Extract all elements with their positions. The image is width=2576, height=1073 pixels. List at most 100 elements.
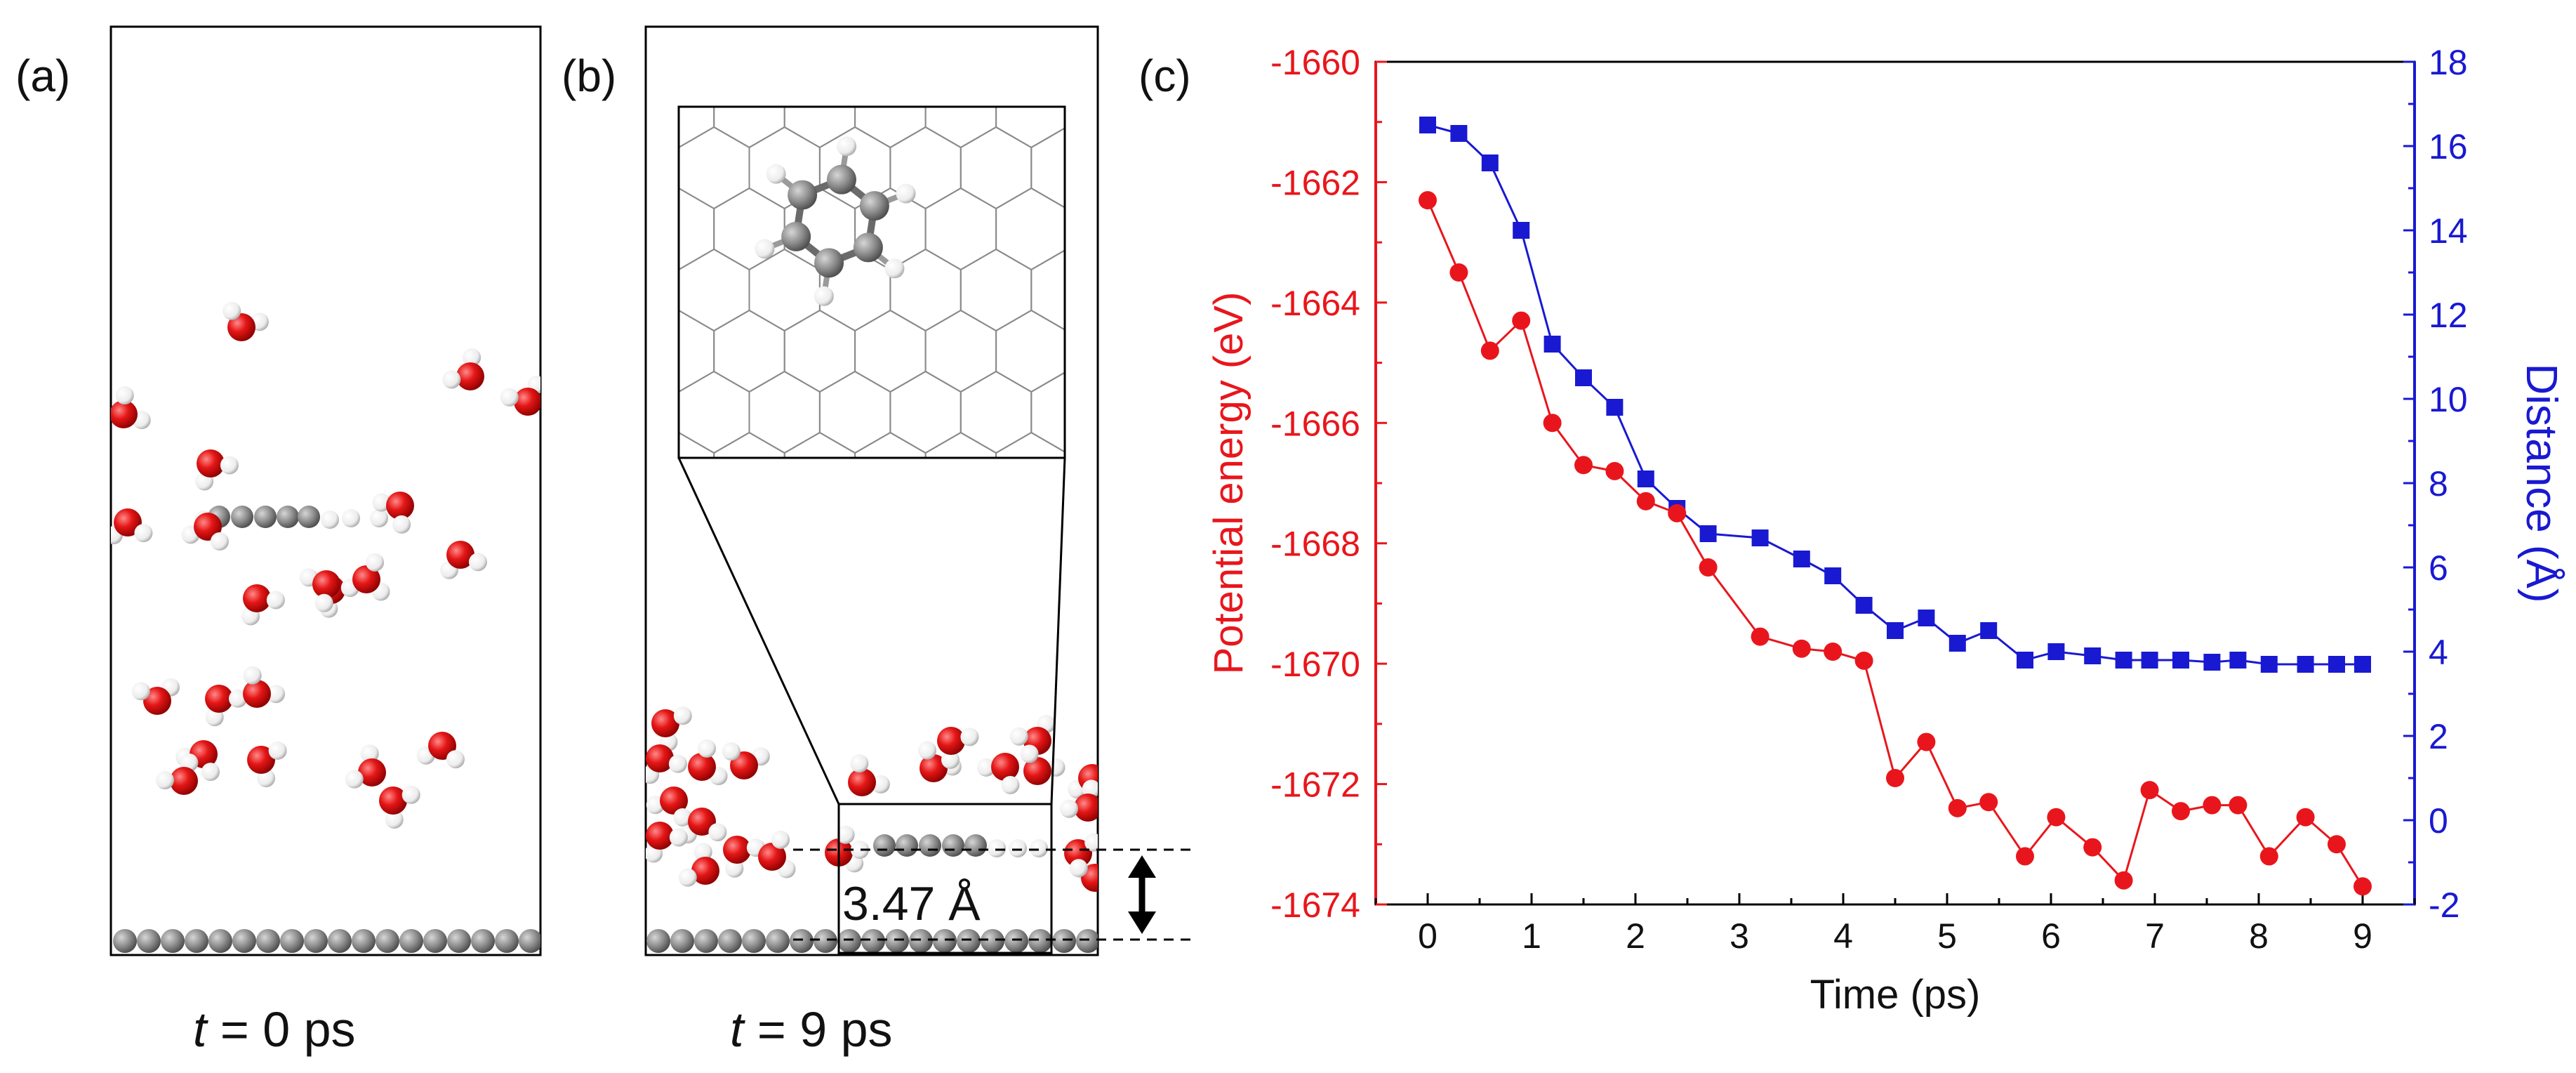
distance-point <box>2354 656 2371 673</box>
oxygen-atom <box>243 584 271 612</box>
energy-point <box>1948 798 1967 817</box>
x-tick-label: 0 <box>1418 916 1438 956</box>
hydrogen-atom <box>468 553 487 572</box>
hydrogen-atom <box>500 388 519 407</box>
carbon-atom <box>646 929 670 953</box>
distance-point <box>2047 643 2065 660</box>
water-molecule <box>918 741 962 782</box>
right-tick-label: 12 <box>2429 296 2468 335</box>
hydrogen-atom <box>1082 779 1098 798</box>
hydrogen-atom <box>673 706 692 725</box>
carbon-atom <box>942 834 964 857</box>
right-tick-label: 14 <box>2429 211 2468 251</box>
oxygen-atom <box>194 513 222 541</box>
distance-point <box>1855 597 1873 614</box>
hydrogen-atom <box>1009 727 1028 746</box>
distance-point <box>1824 567 1842 584</box>
hydrogen-atom <box>220 456 239 475</box>
hydrogen-atom <box>360 744 379 763</box>
oxygen-atom <box>197 449 225 478</box>
x-tick-label: 2 <box>1626 916 1645 956</box>
panel-b-caption: t = 9 ps <box>730 1002 893 1057</box>
distance-point <box>1751 529 1769 546</box>
water-molecule <box>688 739 728 786</box>
energy-point <box>1449 263 1468 282</box>
hydrogen-atom <box>342 509 360 527</box>
water-molecule <box>678 843 719 887</box>
panel-b-snapshot <box>646 706 1098 953</box>
right-tick-label: 10 <box>2429 380 2468 419</box>
energy-point <box>1636 492 1655 511</box>
carbon-atom <box>694 929 718 953</box>
energy-point <box>2296 808 2315 827</box>
carbon-atom <box>137 929 161 953</box>
oxygen-atom <box>143 687 171 715</box>
oxygen-atom <box>646 744 674 772</box>
distance-point <box>1606 399 1624 416</box>
right-tick-label: 6 <box>2429 548 2448 588</box>
hydrogen-atom <box>115 386 134 405</box>
water-molecule <box>111 386 151 430</box>
right-tick-label: -2 <box>2429 886 2459 925</box>
water-molecule <box>722 742 770 779</box>
hydrogen-atom <box>201 763 220 782</box>
carbon-atom <box>113 929 137 953</box>
hydrogen-atom <box>755 239 775 259</box>
carbon-atom <box>208 929 232 953</box>
carbon-atom <box>859 191 889 221</box>
hydrogen-atom <box>228 689 247 708</box>
energy-point <box>1543 414 1562 433</box>
carbon-atom <box>1028 929 1052 953</box>
distance-point <box>2260 656 2278 673</box>
carbon-atom <box>256 929 280 953</box>
hydrogen-atom <box>446 750 465 769</box>
water-molecule <box>678 808 727 844</box>
hydrogen-atom <box>372 493 391 512</box>
graphene-sheet <box>646 929 1098 953</box>
hydrogen-atom <box>678 868 697 887</box>
hydrogen-atom <box>345 770 364 789</box>
carbon-atom <box>957 929 981 953</box>
carbon-atom <box>471 929 495 953</box>
carbon-atom <box>788 180 818 210</box>
distance-label: 3.47 Å <box>842 877 981 930</box>
carbon-atom <box>1052 929 1076 953</box>
hydrogen-atom <box>850 754 869 773</box>
left-tick-label: -1670 <box>1270 645 1360 684</box>
hydrogen-atom <box>851 841 869 859</box>
hydrogen-atom <box>1030 839 1048 857</box>
right-tick-label: 0 <box>2429 801 2448 841</box>
hydrogen-atom <box>134 524 153 543</box>
oxygen-atom <box>446 541 474 569</box>
oxygen-atom <box>114 508 142 536</box>
water-molecule <box>299 568 340 612</box>
hydrogen-atom <box>896 183 916 204</box>
distance-arrow <box>1128 855 1156 934</box>
oxygen-atom <box>170 767 198 795</box>
oxygen-atom <box>688 753 716 781</box>
x-tick-label: 4 <box>1833 916 1853 956</box>
carbon-atom <box>861 929 885 953</box>
left-tick-label: -1662 <box>1270 163 1360 202</box>
oxygen-atom <box>358 758 386 786</box>
hydrogen-atom <box>366 553 385 572</box>
distance-point <box>1948 635 1966 652</box>
water-molecule <box>243 666 285 708</box>
water-molecule <box>646 822 688 863</box>
hydrogen-atom <box>266 685 285 704</box>
hydrogen-atom <box>766 164 786 184</box>
distance-point <box>2229 652 2247 669</box>
carbon-atom <box>423 929 447 953</box>
graphene-lattice <box>679 107 1065 458</box>
left-tick-label: -1672 <box>1270 765 1360 805</box>
carbon-atom <box>352 929 376 953</box>
oxygen-atom <box>723 836 751 864</box>
distance-point <box>2297 656 2314 673</box>
hydrogen-atom <box>266 591 285 610</box>
x-tick-label: 8 <box>2249 916 2269 956</box>
hydrogen-atom <box>1020 744 1039 763</box>
oxygen-atom <box>243 680 271 708</box>
water-molecule <box>1020 744 1065 785</box>
distance-point <box>1887 622 1904 639</box>
